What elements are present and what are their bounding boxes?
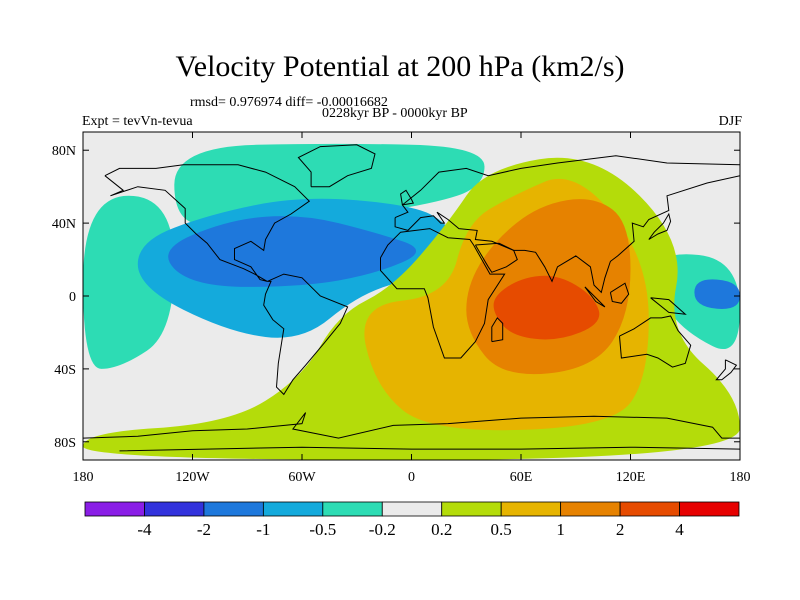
experiment-label: Expt = tevVn-tevua	[82, 114, 193, 129]
colorbar-swatch	[381, 501, 443, 517]
x-tick-label: 60W	[288, 470, 316, 485]
x-axis: 180 120W 60W 0 60E 120E 180	[73, 132, 751, 485]
y-tick-label: 40S	[54, 363, 76, 378]
x-tick-label: 0	[408, 470, 415, 485]
colorbar-label: 0.2	[431, 520, 452, 539]
x-tick-label: 120W	[175, 470, 210, 485]
y-axis: 80N 40N 0 40S 80S	[52, 144, 740, 451]
coastline-borneo	[609, 282, 630, 304]
y-tick-label: 80S	[54, 436, 76, 451]
contour-regions	[83, 143, 740, 460]
region-americas-core	[168, 216, 417, 287]
x-tick-label: 180	[730, 470, 751, 485]
colorbar-label: -0.2	[369, 520, 396, 539]
coastline-new-guinea	[650, 297, 687, 315]
colorbar-swatch	[84, 501, 145, 517]
colorbar-label: 1	[556, 520, 565, 539]
coastline-antarctica	[83, 412, 740, 439]
region-north-atlantic-polar	[174, 143, 485, 226]
x-tick-label: 120E	[616, 470, 646, 485]
y-tick-label: 0	[69, 290, 76, 305]
colorbar-label: 2	[616, 520, 625, 539]
colorbar-swatch	[322, 501, 383, 517]
colorbar-label: 4	[675, 520, 684, 539]
colorbar-swatch	[619, 501, 680, 517]
colorbar-label: -2	[197, 520, 211, 539]
region-east-pacific-core	[694, 279, 740, 309]
coastline-south-america	[263, 273, 349, 396]
colorbar-swatch	[441, 501, 502, 517]
coastline-australia	[619, 315, 692, 368]
coastline-africa	[380, 228, 506, 359]
colorbar-swatch	[500, 501, 562, 517]
coastline-indonesia-sumatra	[584, 286, 606, 308]
colorbar-swatch	[144, 501, 205, 517]
season-label: DJF	[718, 114, 742, 129]
coastline-north-america	[104, 164, 311, 282]
colorbar-swatch	[679, 501, 740, 517]
colorbar: -4 -2 -1 -0.5 -0.2 0.2 0.5 1 2 4	[84, 501, 740, 539]
coastlines	[83, 144, 740, 452]
x-tick-label: 60E	[510, 470, 533, 485]
coastline-arabia	[474, 242, 518, 273]
colorbar-swatch	[560, 501, 621, 517]
y-tick-label: 80N	[52, 144, 76, 159]
coastline-japan	[648, 212, 672, 240]
coastline-greenland	[297, 144, 376, 188]
period-label: 0228kyr BP - 0000kyr BP	[322, 106, 468, 121]
coastline-madagascar	[491, 317, 504, 343]
stats-label: rmsd= 0.976974 diff= -0.00016682	[190, 95, 388, 110]
region-indian-ocean-core	[493, 275, 600, 340]
coastline-uk	[400, 189, 415, 206]
x-tick-label: 180	[73, 470, 94, 485]
colorbar-swatch	[262, 501, 324, 517]
region-west-pacific-pole	[83, 195, 175, 369]
colorbar-swatch	[203, 501, 264, 517]
coastline-eurasia	[394, 155, 740, 294]
coastline-new-zealand	[715, 359, 738, 381]
y-tick-label: 40N	[52, 217, 76, 232]
chart-title: Velocity Potential at 200 hPa (km2/s)	[175, 50, 625, 83]
coastline-antarctica-shelf	[119, 446, 740, 452]
colorbar-label: 0.5	[491, 520, 512, 539]
colorbar-label: -4	[137, 520, 152, 539]
colorbar-label: -1	[256, 520, 270, 539]
colorbar-label: -0.5	[309, 520, 336, 539]
